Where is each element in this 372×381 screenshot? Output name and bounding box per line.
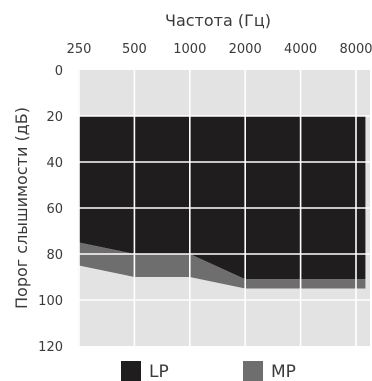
y-tick-label: 100: [38, 294, 63, 309]
y-tick-label: 80: [46, 248, 63, 263]
y-tick-label: 40: [46, 156, 63, 171]
legend-label-mp: MP: [271, 362, 296, 381]
y-tick-labels: 0 20 40 60 80 100 120: [38, 64, 63, 355]
legend-swatch-mp: [243, 361, 263, 381]
series-band-lp: [79, 116, 366, 280]
y-tick-label: 60: [46, 202, 63, 217]
x-axis-title: Частота (Гц): [165, 11, 271, 30]
legend-label-lp: LP: [149, 362, 169, 381]
x-tick-label: 4000: [284, 42, 317, 57]
x-tick-label: 1000: [173, 42, 206, 57]
grid-layer: [78, 70, 370, 346]
x-tick-labels: 250 500 1000 2000 4000 8000: [67, 42, 372, 57]
legend-swatch-lp: [121, 361, 141, 381]
x-tick-label: 2000: [229, 42, 262, 57]
y-tick-label: 120: [38, 340, 63, 355]
y-axis-title: Порог слышимости (дБ): [12, 107, 31, 309]
y-tick-label: 0: [55, 64, 63, 79]
x-tick-label: 8000: [339, 42, 372, 57]
series-layer: [79, 116, 366, 289]
legend: LP MP: [121, 361, 296, 381]
x-tick-label: 250: [67, 42, 92, 57]
y-tick-label: 20: [46, 110, 63, 125]
x-tick-label: 500: [122, 42, 147, 57]
